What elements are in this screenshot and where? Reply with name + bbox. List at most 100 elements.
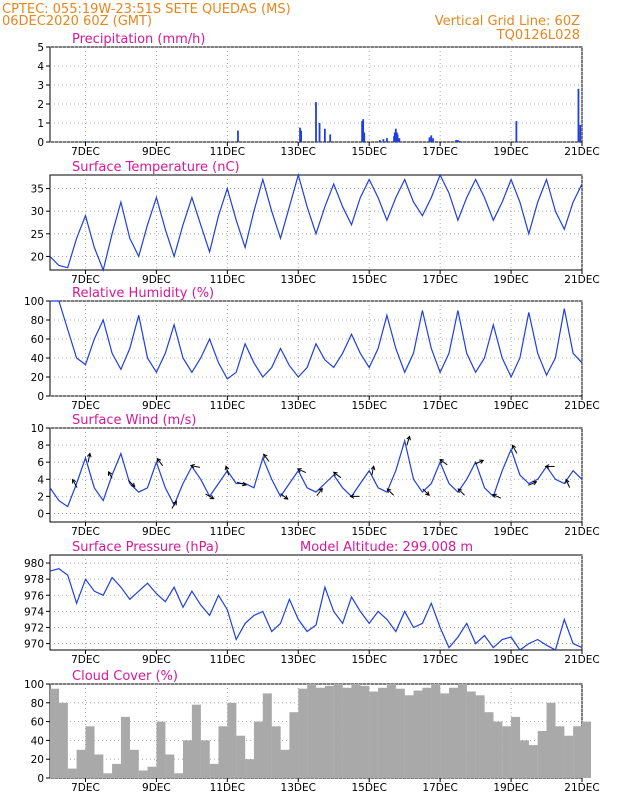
wind-direction-arrow: [528, 480, 538, 486]
precip-bar: [237, 130, 239, 142]
arrow-head: [224, 465, 230, 471]
x-tick-label: 9DEC: [142, 146, 171, 158]
wind-direction-arrow: [296, 468, 307, 473]
y-tick-label: 2: [37, 491, 44, 503]
plot-frame: [49, 174, 583, 271]
arrow-head: [406, 435, 411, 441]
arrow-shaft: [297, 468, 307, 473]
y-tick-label: 2: [37, 99, 44, 111]
cloud-bar: [209, 763, 219, 778]
y-tick-label: 60: [31, 334, 44, 346]
wind-direction-arrow: [370, 465, 376, 476]
cloud-bar: [298, 688, 308, 778]
cloud-bar: [519, 740, 529, 778]
y-tick-label: 10: [31, 423, 44, 435]
arrow-head: [544, 464, 550, 469]
precip-bar: [84, 141, 87, 142]
panel-title: Surface Wind (m/s): [72, 413, 196, 428]
x-tick-label: 11DEC: [210, 400, 245, 412]
x-tick-label: 13DEC: [281, 146, 316, 158]
cloud-bar: [564, 735, 574, 778]
y-tick-label: 978: [24, 574, 44, 586]
wind-direction-arrow: [457, 488, 465, 496]
panel-title: Surface Pressure (hPa): [72, 540, 219, 555]
x-tick-label: 15DEC: [351, 782, 386, 794]
y-tick-label: 976: [24, 590, 44, 602]
y-tick-label: 60: [31, 717, 44, 729]
cloud-bar: [129, 749, 139, 778]
x-tick-label: 7DEC: [71, 526, 100, 538]
wind-direction-arrow: [406, 435, 411, 446]
wind-direction-arrow: [565, 478, 571, 488]
x-tick-label: 9DEC: [142, 782, 171, 794]
wind-direction-arrow: [349, 494, 360, 499]
x-tick-label: 15DEC: [351, 274, 386, 286]
x-tick-label: 19DEC: [493, 400, 528, 412]
wind-direction-arrow: [263, 453, 270, 462]
cloud-bar: [112, 763, 122, 778]
y-tick-label: 40: [31, 735, 44, 747]
arrow-shaft: [72, 479, 78, 488]
arrow-head: [189, 463, 195, 469]
precip-bar: [579, 124, 582, 142]
x-tick-label: 17DEC: [422, 654, 457, 666]
y-tick-label: 20: [31, 372, 44, 384]
cloud-bar: [236, 735, 246, 778]
precip-bar: [455, 140, 457, 142]
x-tick-label: 15DEC: [351, 146, 386, 158]
panel-title: Precipitation (mm/h): [72, 32, 205, 47]
precip-bar: [318, 123, 321, 142]
x-tick-label: 19DEC: [493, 654, 528, 666]
arrow-shaft: [406, 436, 411, 446]
cloud-bar: [440, 693, 450, 778]
x-tick-label: 15DEC: [351, 526, 386, 538]
wind-speed-line: [49, 438, 583, 508]
cloud-bar: [431, 684, 441, 778]
arrow-shaft: [333, 471, 342, 479]
x-tick-label: 11DEC: [210, 782, 245, 794]
arrow-shaft: [439, 459, 448, 466]
arrow-shaft: [87, 453, 91, 463]
cloud-bar: [76, 749, 86, 778]
x-tick-label: 7DEC: [71, 782, 100, 794]
x-tick-label: 11DEC: [210, 654, 245, 666]
cloud-bar: [484, 712, 494, 778]
arrow-head: [283, 495, 289, 500]
arrow-head: [107, 470, 113, 476]
arrow-shaft: [316, 488, 323, 496]
cloud-bar: [280, 749, 290, 778]
x-tick-label: 17DEC: [422, 400, 457, 412]
arrow-shaft: [108, 471, 113, 479]
cloud-bar: [253, 721, 263, 778]
y-tick-label: 20: [31, 754, 44, 766]
y-tick-label: 0: [37, 508, 44, 520]
y-tick-label: 20: [31, 251, 44, 263]
precip-bar: [577, 88, 580, 142]
wind-direction-arrow: [491, 493, 502, 499]
series-line: [49, 172, 583, 272]
precip-bar: [394, 128, 397, 142]
cloud-bar: [165, 754, 175, 778]
x-tick-label: 17DEC: [422, 274, 457, 286]
cloud-bar: [183, 740, 193, 778]
wind-direction-arrow: [332, 471, 342, 479]
series-line: [50, 300, 583, 380]
precip-bar: [323, 128, 326, 142]
cloud-bar: [369, 691, 379, 778]
wind-direction-arrow: [224, 465, 230, 476]
arrow-shaft: [371, 466, 375, 476]
arrow-shaft: [422, 488, 430, 496]
y-tick-label: 1: [37, 118, 44, 130]
precip-bar: [515, 121, 518, 142]
precip-bar: [315, 102, 317, 142]
cloud-bar: [475, 695, 485, 778]
y-tick-label: 80: [31, 315, 44, 327]
x-tick-label: 19DEC: [493, 274, 528, 286]
cloud-bar: [103, 773, 113, 778]
y-tick-label: 35: [31, 184, 44, 196]
panel-4: 0 2 4 6 8 10 7DEC 9DEC 11DEC 13DEC 15DEC 17DEC 19DEC…: [31, 413, 600, 538]
y-tick-label: 3: [37, 80, 44, 92]
model-code: TQ0126L028: [496, 28, 580, 43]
arrow-head: [370, 465, 376, 471]
